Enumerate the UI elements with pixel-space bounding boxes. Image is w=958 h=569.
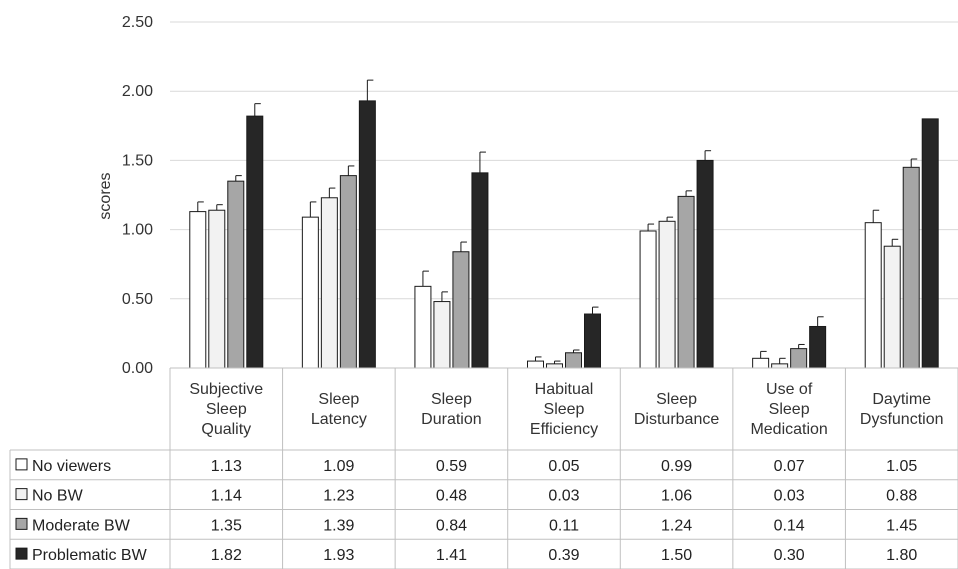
data-table-value: 1.93 [323,547,354,564]
category-label: Habitual [535,381,594,398]
category-label: Daytime [872,391,931,408]
data-table-value: 1.05 [886,458,917,475]
bar [677,195,695,369]
data-table-value: 0.59 [436,458,467,475]
category-label: Duration [421,411,481,428]
data-table-value: 0.11 [549,517,579,534]
data-table-value: 0.30 [774,547,805,564]
category-label: Disturbance [634,411,719,428]
legend-swatch [15,547,28,560]
bar [921,118,939,369]
y-axis-title: scores [97,172,114,219]
category-label: Quality [201,421,251,438]
data-table-value: 1.24 [661,517,692,534]
data-table-value: 0.05 [548,458,579,475]
legend-swatch [15,517,28,530]
y-tick-label: 1.00 [122,222,153,239]
category-label: Medication [750,421,827,438]
bar [208,209,226,369]
y-tick-label: 2.00 [122,83,153,100]
data-table-value: 0.88 [886,488,917,505]
bar [584,313,601,369]
bar [452,251,470,369]
legend-label: No BW [32,488,84,505]
bar [246,115,264,369]
category-label: Subjective [189,381,263,398]
bar [414,285,432,369]
bar [565,352,582,369]
category-label: Sleep [318,391,359,408]
category-label: Efficiency [530,421,598,438]
data-table-value: 0.14 [774,517,805,534]
bar [358,100,376,369]
category-label: Sleep [769,401,810,418]
bars [189,79,939,369]
data-table-value: 1.09 [323,458,354,475]
bar [527,360,544,369]
data-table-value: 1.14 [211,488,242,505]
bar [546,363,563,369]
data-table-value: 1.41 [436,547,467,564]
legend-swatch [15,488,28,501]
category-label: Sleep [656,391,697,408]
data-table-value: 0.39 [548,547,579,564]
y-tick-label: 0.50 [122,291,153,308]
bar [883,245,901,369]
bar [301,216,319,369]
data-table-value: 1.50 [661,547,692,564]
data-table-value: 1.80 [886,547,917,564]
y-tick-labels: 0.00 0.50 1.00 1.50 2.00 2.50 [122,14,153,377]
category-label: Sleep [431,391,472,408]
bar [902,166,920,369]
data-table-value: 1.35 [211,517,242,534]
data-table-value: 1.13 [211,458,242,475]
category-label: Sleep [544,401,585,418]
bar [790,348,808,369]
data-table-value: 0.03 [548,488,579,505]
legend-label: Moderate BW [32,517,131,534]
bar [189,211,207,369]
bar [696,159,714,369]
category-label: Latency [311,411,367,428]
category-label: Dysfunction [860,411,944,428]
category-label: Sleep [206,401,247,418]
bar [227,180,245,369]
y-tick-label: 0.00 [122,360,153,377]
data-table-value: 1.82 [211,547,242,564]
bar [658,220,676,369]
bar [320,197,338,369]
bar [809,325,827,369]
data-table-value: 0.07 [774,458,805,475]
data-table-value: 1.39 [323,517,354,534]
data-table-value: 1.23 [323,488,354,505]
bar [433,301,451,369]
data-table-value: 0.99 [661,458,692,475]
data-table: Subjective Sleep Quality Sleep Latency Sleep D… [9,367,958,569]
legend-swatch [15,458,28,471]
gridlines [170,21,958,369]
bar [339,175,357,369]
y-tick-label: 2.50 [122,14,153,31]
data-table-value: 1.45 [886,517,917,534]
y-tick-label: 1.50 [122,152,153,169]
bar [471,172,489,369]
bar [752,357,770,369]
bar [639,230,657,369]
bar [864,222,882,369]
data-table-value: 1.06 [661,488,692,505]
data-table-value: 0.03 [774,488,805,505]
legend-label: No viewers [32,458,111,475]
legend-label: Problematic BW [32,547,148,564]
data-table-value: 0.48 [436,488,467,505]
data-table-value: 0.84 [436,517,467,534]
bar [771,363,789,369]
category-label: Use of [766,381,813,398]
